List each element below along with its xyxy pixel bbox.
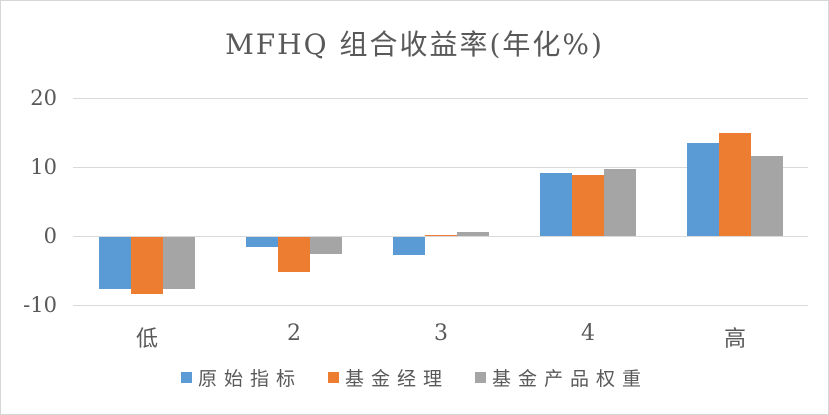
- x-category-label: 2: [287, 321, 301, 346]
- bar: [540, 173, 572, 236]
- legend-label: 原始指标: [197, 367, 302, 390]
- y-tick-label: -10: [23, 293, 57, 317]
- legend-swatch-icon: [327, 371, 339, 383]
- bar: [751, 155, 783, 236]
- bar: [163, 237, 195, 289]
- gridline: [73, 236, 808, 237]
- gridline: [73, 305, 808, 306]
- legend-item: 基金产品权重: [475, 364, 648, 391]
- bar: [393, 237, 425, 255]
- x-category-label: 低: [135, 327, 158, 352]
- legend-swatch-icon: [475, 371, 486, 383]
- chart-title: MFHQ 组合收益率(年化%): [225, 28, 604, 61]
- legend-label: 基金产品权重: [492, 367, 649, 390]
- bar: [604, 169, 636, 236]
- bar: [246, 237, 278, 248]
- bar: [425, 234, 457, 236]
- bar: [572, 175, 604, 236]
- y-tick-label: 10: [30, 155, 57, 179]
- legend-label: 基金经理: [344, 367, 449, 390]
- bar: [99, 237, 131, 289]
- x-category-label: 高: [723, 327, 746, 352]
- y-tick-label: 0: [43, 224, 57, 248]
- bar: [719, 132, 751, 236]
- legend-item: 原始指标: [180, 364, 302, 391]
- gridline: [73, 98, 808, 99]
- bar: [131, 237, 163, 294]
- legend-item: 基金经理: [327, 364, 449, 391]
- bar: [310, 237, 342, 255]
- x-category-label: 4: [581, 321, 595, 346]
- x-category-label: 3: [434, 321, 448, 346]
- y-tick-label: 20: [30, 86, 57, 110]
- legend-swatch-icon: [180, 371, 192, 383]
- bar: [278, 237, 310, 272]
- bar: [457, 232, 489, 236]
- gridline: [73, 167, 808, 168]
- legend: 原始指标 基金经理 基金产品权重: [1, 364, 828, 391]
- bar: [687, 142, 719, 236]
